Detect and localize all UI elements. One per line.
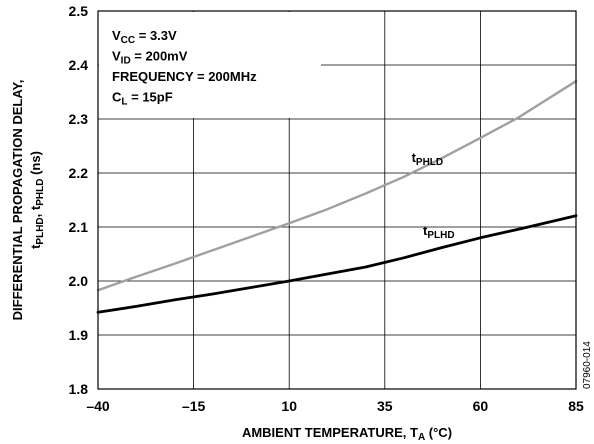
figure-id: 07960-014 xyxy=(582,341,593,389)
y-axis-title-line1: DIFFERENTIAL PROPAGATION DELAY, xyxy=(10,80,25,321)
x-axis-title: AMBIENT TEMPERATURE, TA (°C) xyxy=(242,425,452,443)
y-tick-label: 2.3 xyxy=(69,111,89,127)
series-label-tplhd: tPLHD xyxy=(423,223,455,241)
series-labels: tPHLD tPLHD xyxy=(412,150,455,241)
y-tick-label: 2.1 xyxy=(69,219,89,235)
y-tick-label: 2.4 xyxy=(69,57,89,73)
x-tick-label: –40 xyxy=(86,398,110,414)
series-line-tphld xyxy=(96,80,578,292)
y-tick-label: 1.9 xyxy=(69,327,89,343)
series-lines xyxy=(96,80,578,314)
x-tick-label: 60 xyxy=(473,398,489,414)
tick-labels: –40 –15 10 35 60 85 1.8 1.9 2.0 2.1 2.2 2.3 2.4 2.5 xyxy=(69,3,584,414)
condition-line: CL = 15pF xyxy=(112,90,173,108)
conditions-box: VCC = 3.3V VID = 200mV FREQUENCY = 200MHz C… xyxy=(99,12,321,118)
series-line-tplhd xyxy=(96,214,578,314)
series-label-tphld: tPHLD xyxy=(412,150,444,168)
condition-line: FREQUENCY = 200MHz xyxy=(112,69,257,84)
y-axis-title-line2: tPLHD, tPHLD (ns) xyxy=(28,151,46,249)
y-tick-label: 2.0 xyxy=(69,273,89,289)
y-tick-label: 2.2 xyxy=(69,165,89,181)
plot-frame xyxy=(97,10,577,390)
x-tick-label: –15 xyxy=(182,398,206,414)
y-tick-label: 1.8 xyxy=(69,381,89,397)
x-tick-label: 35 xyxy=(377,398,393,414)
x-tick-label: 85 xyxy=(568,398,584,414)
condition-line: VID = 200mV xyxy=(112,49,188,67)
y-axis-title: DIFFERENTIAL PROPAGATION DELAY, tPLHD, tP… xyxy=(10,80,46,321)
x-tick-label: 10 xyxy=(281,398,297,414)
y-tick-label: 2.5 xyxy=(69,3,89,19)
condition-line: VCC = 3.3V xyxy=(112,28,177,46)
